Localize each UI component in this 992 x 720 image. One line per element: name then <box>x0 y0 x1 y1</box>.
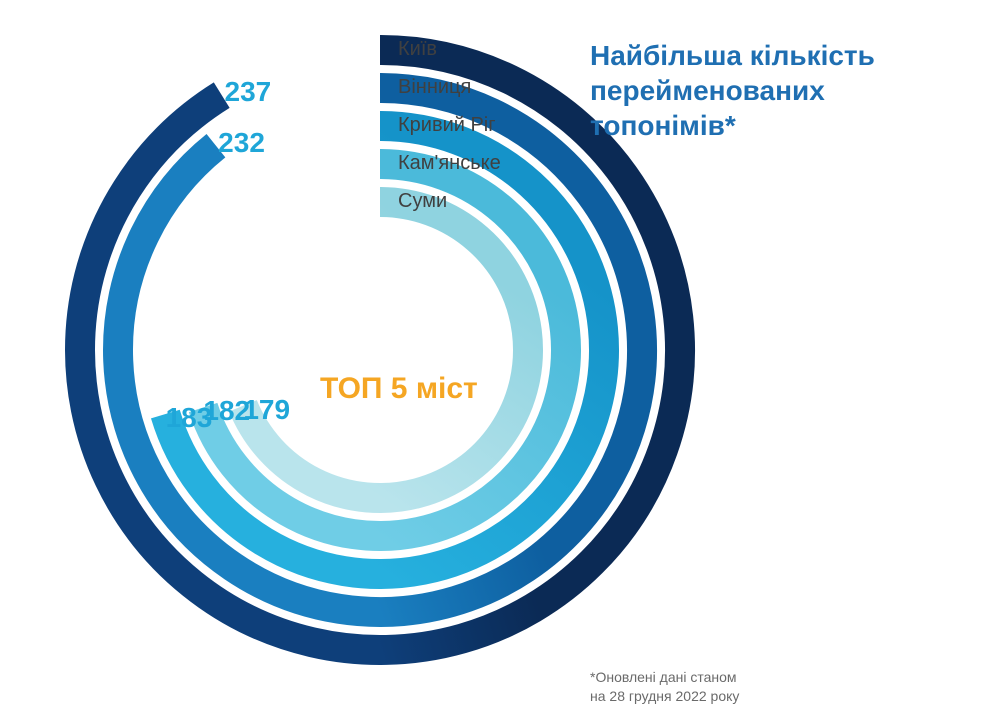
chart-title: Найбільша кількість перейменованих топон… <box>590 38 950 143</box>
city-label: Кам'янське <box>398 152 501 175</box>
city-label: Київ <box>398 38 437 61</box>
value-label: 179 <box>243 394 290 426</box>
infographic-stage: Найбільша кількість перейменованих топон… <box>0 0 992 720</box>
city-label: Суми <box>398 190 447 213</box>
value-label: 232 <box>218 127 265 159</box>
city-label: Кривий Ріг <box>398 114 496 137</box>
footnote: *Оновлені дані станом на 28 грудня 2022 … <box>590 668 739 706</box>
value-label: 237 <box>225 76 272 108</box>
center-label: ТОП 5 міст <box>320 372 478 406</box>
city-label: Вінниця <box>398 76 471 99</box>
